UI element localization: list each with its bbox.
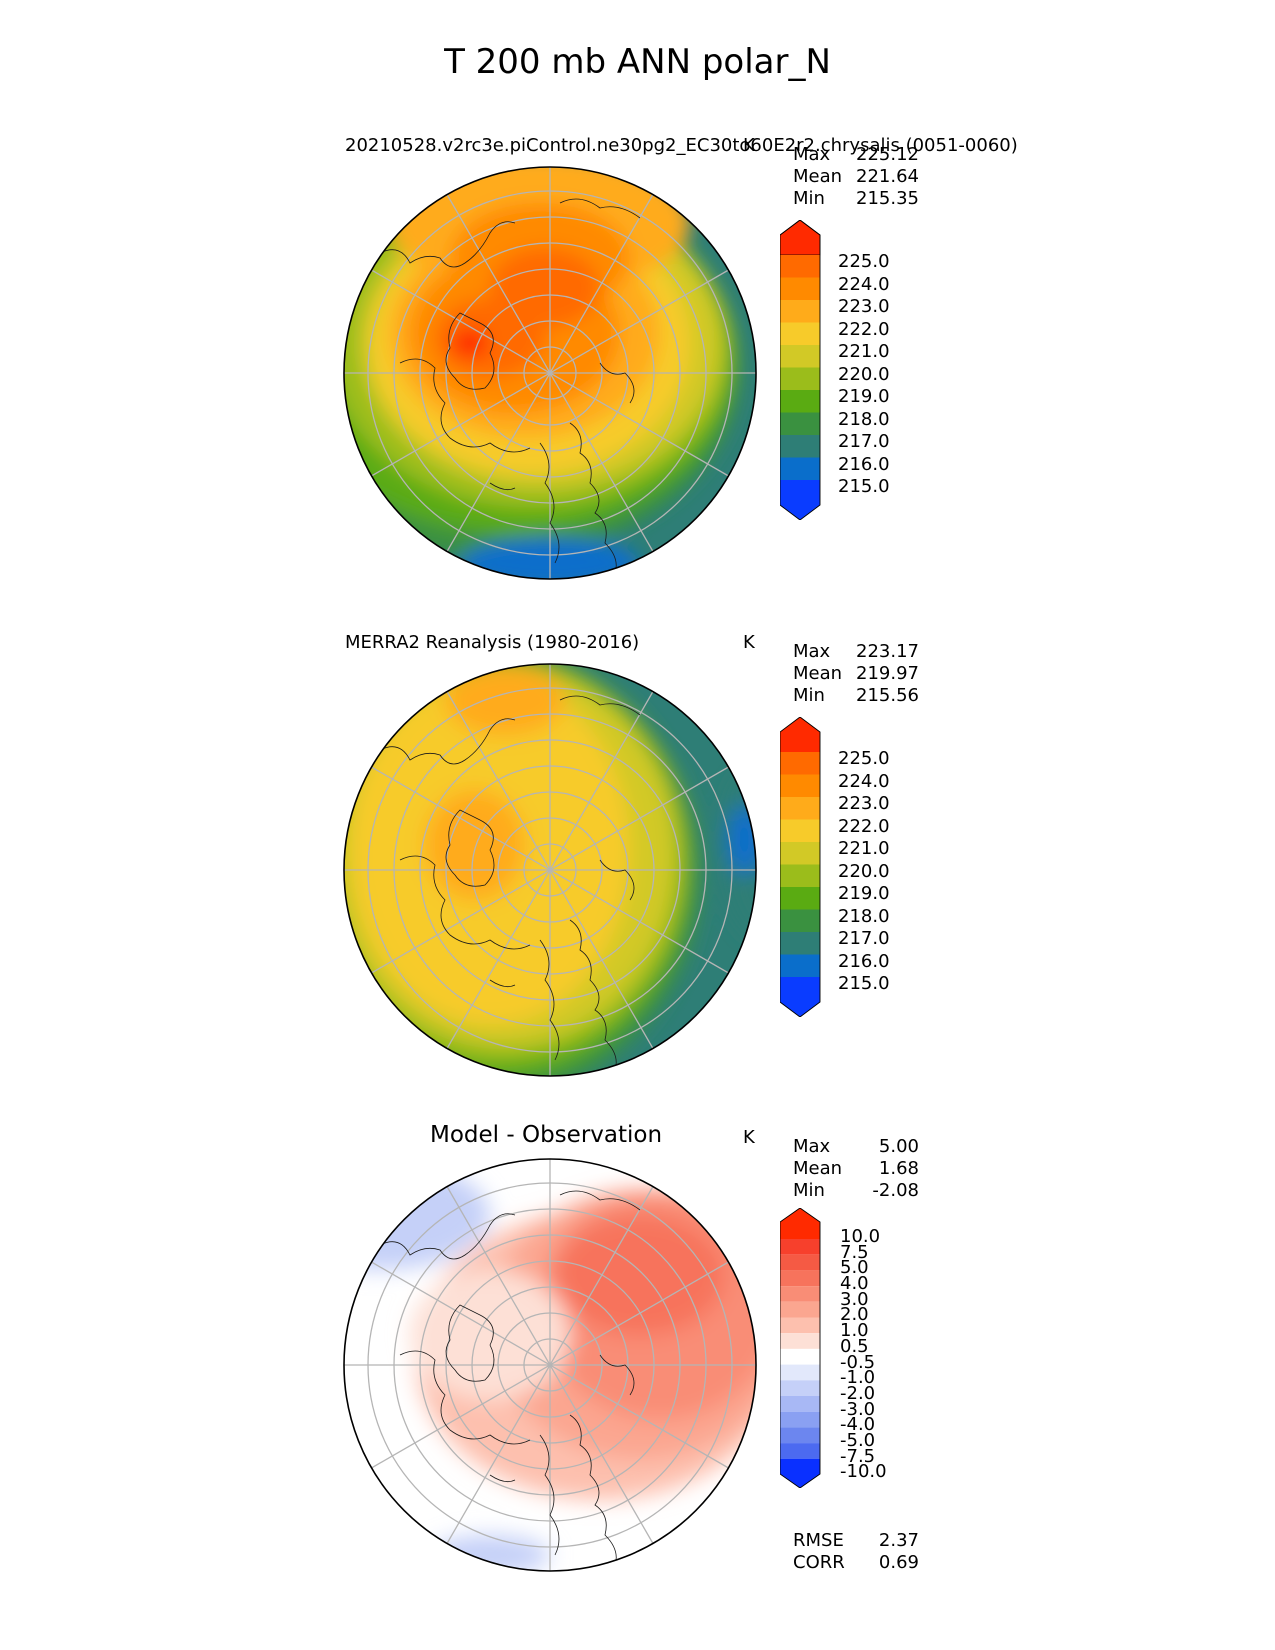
metric-rmse: RMSE 2.37 <box>793 1530 919 1551</box>
panel-3-units: K <box>743 1127 755 1148</box>
panel-3-colorbar-ticks: 10.0 7.5 5.0 4.0 3.0 2.0 1.0 0.5 -0.5 -1… <box>840 1226 887 1483</box>
tick-label: -5.0 <box>840 1429 876 1451</box>
panel-3-stats: Max 5.00 Mean 1.68 Min -2.08 <box>793 1136 919 1202</box>
stat-mean: Mean 1.68 <box>793 1158 919 1179</box>
tick-label: 216.0 <box>838 453 890 475</box>
tick-label: 225.0 <box>838 748 890 769</box>
tick-label: 3.0 <box>840 1288 869 1310</box>
stat-min: Min -2.08 <box>793 1180 919 1201</box>
stat-max: Max 225.12 <box>793 144 919 165</box>
panel-2-polar-map <box>343 663 757 1077</box>
tick-label: -2.0 <box>840 1382 876 1404</box>
tick-label: 10.0 <box>840 1226 881 1247</box>
stat-mean: Mean 221.64 <box>793 166 919 187</box>
tick-label: 217.0 <box>838 928 890 949</box>
tick-label: 221.0 <box>838 341 890 362</box>
panel-2-units: K <box>743 632 755 653</box>
tick-label: 225.0 <box>838 251 890 272</box>
tick-label: 0.5 <box>840 1335 869 1357</box>
tick-label: 223.0 <box>838 296 890 317</box>
panel-1-colorbar <box>780 220 821 520</box>
tick-label: -0.5 <box>840 1351 876 1373</box>
tick-label: 7.5 <box>840 1241 869 1263</box>
panel-2-colorbar <box>780 717 821 1017</box>
stat-mean: Mean 219.97 <box>793 663 919 684</box>
panel-1-stats: Max 225.12 Mean 221.64 Min 215.35 <box>793 144 919 210</box>
tick-label: 221.0 <box>838 838 890 859</box>
tick-label: 224.0 <box>838 770 890 792</box>
tick-label: -4.0 <box>840 1414 876 1436</box>
tick-label: 215.0 <box>838 973 890 994</box>
tick-label: 218.0 <box>838 408 890 430</box>
stat-max: Max 5.00 <box>793 1136 919 1157</box>
tick-label: -7.5 <box>840 1445 876 1467</box>
tick-label: 218.0 <box>838 905 890 927</box>
tick-label: 217.0 <box>838 431 890 452</box>
panel-2-colorbar-ticks: 225.0 224.0 223.0 222.0 221.0 220.0 219.… <box>838 748 890 996</box>
tick-label: 220.0 <box>838 363 890 385</box>
stat-min: Min 215.56 <box>793 685 919 706</box>
stat-max: Max 223.17 <box>793 641 919 662</box>
panel-2-title: MERRA2 Reanalysis (1980-2016) <box>345 632 640 653</box>
tick-label: 1.0 <box>840 1320 869 1342</box>
panel-1-polar-map <box>343 166 757 580</box>
tick-label: 222.0 <box>838 815 890 837</box>
figure-title: T 200 mb ANN polar_N <box>444 42 831 82</box>
tick-label: 219.0 <box>838 883 890 904</box>
panel-3-metrics: RMSE 2.37 CORR 0.69 <box>793 1530 919 1574</box>
panel-1-units: K <box>743 135 755 156</box>
stat-min: Min 215.35 <box>793 188 919 209</box>
tick-label: -10.0 <box>840 1461 887 1483</box>
tick-label: -3.0 <box>840 1398 876 1420</box>
panel-1-colorbar-ticks: 225.0 224.0 223.0 222.0 221.0 220.0 219.… <box>838 251 890 499</box>
panel-3-colorbar <box>780 1208 821 1488</box>
panel-2-stats: Max 223.17 Mean 219.97 Min 215.56 <box>793 641 919 707</box>
tick-label: 4.0 <box>840 1273 869 1295</box>
tick-label: 2.0 <box>840 1304 869 1326</box>
tick-label: 216.0 <box>838 950 890 972</box>
tick-label: 215.0 <box>838 476 890 497</box>
metric-corr: CORR 0.69 <box>793 1552 919 1573</box>
tick-label: 222.0 <box>838 318 890 340</box>
tick-label: 223.0 <box>838 793 890 814</box>
tick-label: 219.0 <box>838 386 890 407</box>
tick-label: -1.0 <box>840 1367 876 1389</box>
tick-label: 5.0 <box>840 1257 869 1279</box>
tick-label: 220.0 <box>838 860 890 882</box>
panel-3-polar-map <box>343 1158 757 1572</box>
panel-1-title: 20210528.v2rc3e.piControl.ne30pg2_EC30to… <box>345 135 1018 156</box>
panel-3-title: Model - Observation <box>430 1122 663 1148</box>
tick-label: 224.0 <box>838 273 890 295</box>
